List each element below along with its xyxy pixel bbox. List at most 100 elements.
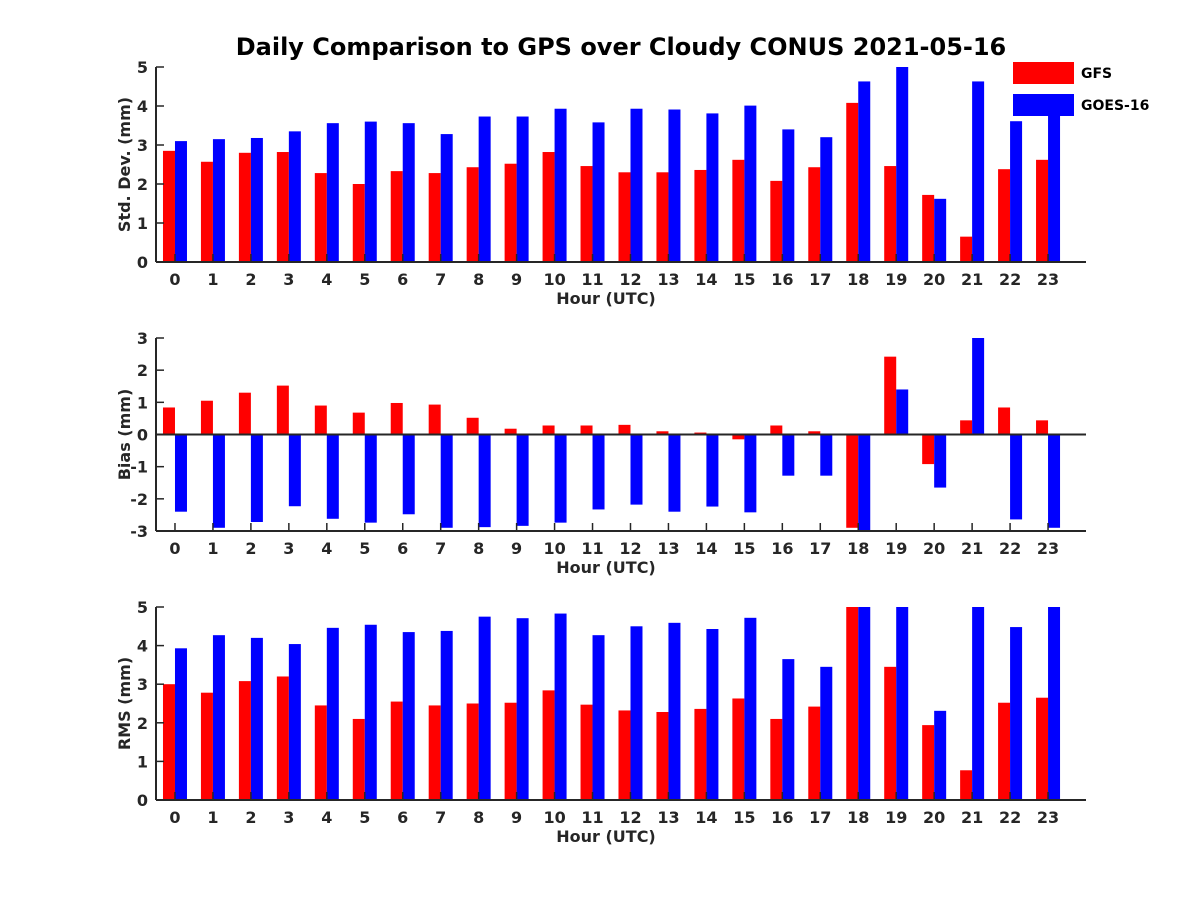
y-tick-label: 2 xyxy=(137,175,148,194)
bar xyxy=(352,412,365,435)
bar xyxy=(250,434,263,522)
x-tick-label: 16 xyxy=(771,539,793,558)
bar xyxy=(706,113,719,262)
bar xyxy=(542,690,555,800)
bar xyxy=(402,123,415,262)
x-tick-label: 4 xyxy=(321,539,332,558)
x-tick-label: 19 xyxy=(885,539,907,558)
y-tick-label: -1 xyxy=(130,458,148,477)
bar xyxy=(390,701,403,800)
y-tick-label: 2 xyxy=(137,714,148,733)
bar xyxy=(1036,697,1049,800)
bar xyxy=(390,402,403,435)
bar xyxy=(998,702,1011,800)
x-tick-label: 17 xyxy=(809,270,831,289)
x-tick-label: 14 xyxy=(695,539,717,558)
x-tick-label: 4 xyxy=(321,270,332,289)
x-tick-label: 3 xyxy=(283,270,294,289)
x-tick-label: 22 xyxy=(999,808,1021,827)
bar xyxy=(1048,434,1061,528)
x-tick-label: 5 xyxy=(359,808,370,827)
x-tick-label: 5 xyxy=(359,270,370,289)
bar xyxy=(402,434,415,515)
bar xyxy=(212,139,225,262)
bar xyxy=(200,161,213,262)
bar xyxy=(440,434,453,528)
x-tick-label: 21 xyxy=(961,539,983,558)
bar xyxy=(770,180,783,262)
bar xyxy=(656,431,669,435)
bar xyxy=(466,703,479,800)
bar xyxy=(352,184,365,262)
bar xyxy=(846,607,859,800)
bar xyxy=(516,434,529,526)
x-tick-label: 17 xyxy=(809,808,831,827)
chart-title: Daily Comparison to GPS over Cloudy CONU… xyxy=(236,33,1007,61)
series-goes-16 xyxy=(174,338,1061,531)
bar xyxy=(580,425,593,435)
bar xyxy=(896,67,909,262)
x-tick-label: 1 xyxy=(207,808,218,827)
bar xyxy=(770,425,783,435)
x-tick-label: 10 xyxy=(543,270,565,289)
bar xyxy=(592,434,605,510)
y-tick-label: 1 xyxy=(137,214,148,233)
bar xyxy=(820,666,833,800)
bar xyxy=(896,607,909,800)
x-tick-label: 15 xyxy=(733,808,755,827)
x-tick-label: 11 xyxy=(581,808,603,827)
bar xyxy=(1036,420,1049,435)
x-tick-label: 18 xyxy=(847,808,869,827)
x-tick-label: 19 xyxy=(885,808,907,827)
bar xyxy=(314,405,327,435)
bar xyxy=(504,428,517,435)
bar xyxy=(200,692,213,800)
legend-swatch xyxy=(1013,94,1074,116)
bar xyxy=(706,629,719,800)
x-tick-label: 7 xyxy=(435,539,446,558)
bar xyxy=(402,632,415,800)
legend-label: GOES-16 xyxy=(1081,98,1149,114)
bar xyxy=(960,420,973,435)
bar xyxy=(288,131,301,262)
series-gfs xyxy=(162,607,1049,800)
x-axis-label: Hour (UTC) xyxy=(556,289,656,308)
bar xyxy=(276,152,289,262)
bar xyxy=(1010,627,1023,800)
x-tick-label: 15 xyxy=(733,270,755,289)
series-goes-16 xyxy=(174,67,1061,263)
x-tick-label: 16 xyxy=(771,808,793,827)
bar xyxy=(656,172,669,262)
x-axis-label: Hour (UTC) xyxy=(556,827,656,846)
bar xyxy=(440,630,453,800)
x-tick-label: 16 xyxy=(771,270,793,289)
x-tick-label: 23 xyxy=(1037,808,1059,827)
x-tick-label: 12 xyxy=(619,270,641,289)
x-tick-label: 5 xyxy=(359,539,370,558)
bar xyxy=(630,108,643,262)
bar xyxy=(934,710,947,800)
y-tick-label: 4 xyxy=(137,97,148,116)
x-tick-label: 9 xyxy=(511,270,522,289)
bar xyxy=(846,102,859,262)
bar xyxy=(782,129,795,262)
bar xyxy=(896,389,909,435)
bar xyxy=(858,607,871,800)
bar xyxy=(922,194,935,262)
bar xyxy=(212,635,225,800)
series-gfs xyxy=(162,102,1049,262)
x-tick-label: 20 xyxy=(923,270,945,289)
y-tick-label: 1 xyxy=(137,393,148,412)
x-tick-label: 18 xyxy=(847,539,869,558)
y-axis-label: Bias (mm) xyxy=(115,389,134,481)
bar xyxy=(238,392,251,435)
bar xyxy=(212,434,225,528)
x-tick-label: 19 xyxy=(885,270,907,289)
bar xyxy=(504,702,517,800)
bar xyxy=(364,121,377,262)
x-tick-label: 1 xyxy=(207,539,218,558)
